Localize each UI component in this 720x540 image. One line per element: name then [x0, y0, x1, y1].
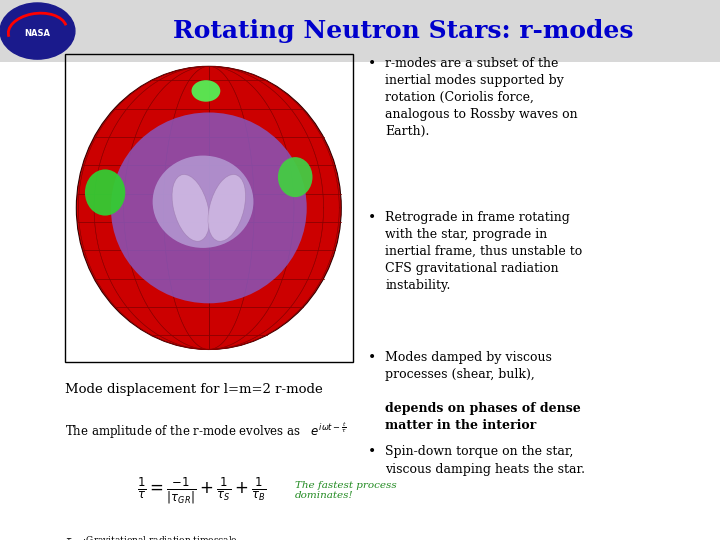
Ellipse shape — [192, 80, 220, 102]
Text: Retrograde in frame rotating
with the star, prograde in
inertial frame, thus uns: Retrograde in frame rotating with the st… — [385, 211, 582, 292]
Text: r-modes are a subset of the
inertial modes supported by
rotation (Coriolis force: r-modes are a subset of the inertial mod… — [385, 57, 578, 138]
Text: Modes damped by viscous
processes (shear, bulk),: Modes damped by viscous processes (shear… — [385, 351, 552, 381]
Text: The fastest process
dominates!: The fastest process dominates! — [295, 481, 397, 500]
Text: •: • — [368, 446, 377, 460]
Text: Mode displacement for l=m=2 r-mode: Mode displacement for l=m=2 r-mode — [65, 383, 323, 396]
Text: •: • — [368, 57, 377, 71]
Ellipse shape — [153, 156, 253, 248]
Text: Rotating Neutron Stars: r-modes: Rotating Neutron Stars: r-modes — [173, 19, 634, 43]
Text: $\tau_{GR}$ :Gravitational radiation timescale: $\tau_{GR}$ :Gravitational radiation tim… — [65, 535, 238, 540]
Text: .: . — [572, 402, 576, 415]
Text: The amplitude of the r-mode evolves as   $e^{i\omega t - \frac{t}{\tau}}$: The amplitude of the r-mode evolves as $… — [65, 421, 346, 441]
Text: depends on phases of dense
matter in the interior: depends on phases of dense matter in the… — [385, 402, 581, 433]
Ellipse shape — [172, 174, 210, 241]
Text: NASA: NASA — [24, 29, 50, 38]
Bar — [0, 0, 720, 62]
Bar — [65, 54, 353, 362]
Text: Spin-down torque on the star,
viscous damping heats the star.: Spin-down torque on the star, viscous da… — [385, 446, 585, 476]
Text: $\frac{1}{\tau} = \frac{-1}{|\tau_{GR}|} + \frac{1}{\tau_S} + \frac{1}{\tau_B}$: $\frac{1}{\tau} = \frac{-1}{|\tau_{GR}|}… — [137, 475, 266, 505]
Text: •: • — [368, 211, 377, 225]
Text: •: • — [368, 351, 377, 365]
Circle shape — [0, 3, 75, 59]
Ellipse shape — [278, 157, 312, 197]
Ellipse shape — [76, 66, 341, 349]
Ellipse shape — [111, 112, 307, 303]
Ellipse shape — [85, 170, 125, 215]
Ellipse shape — [208, 174, 246, 241]
